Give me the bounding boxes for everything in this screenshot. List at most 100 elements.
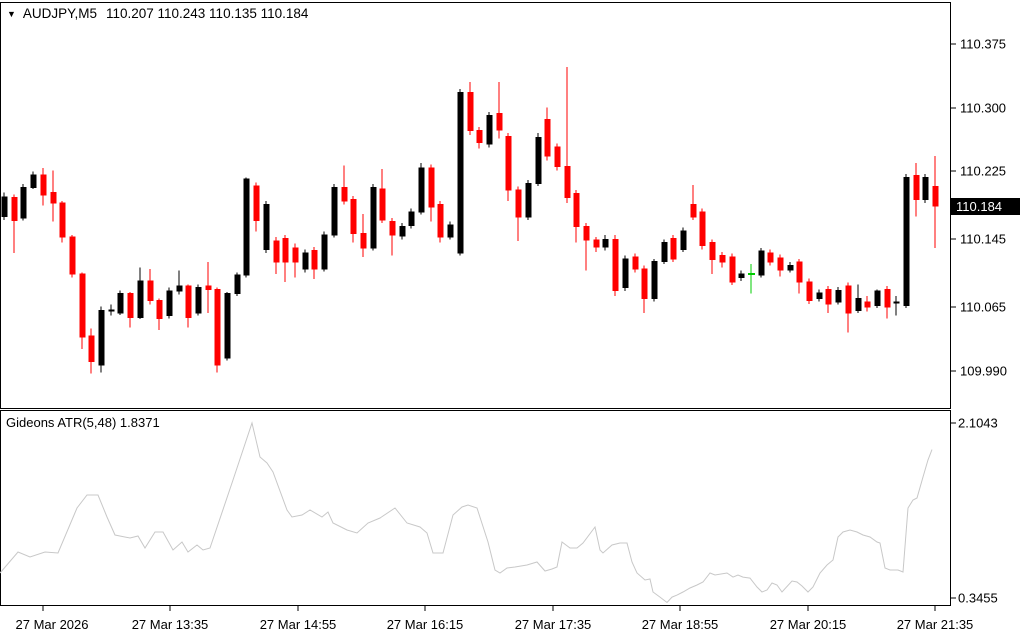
- bear-candle: [825, 286, 832, 314]
- bear-candle: [796, 258, 803, 294]
- doji-candle: [748, 263, 755, 294]
- bear-candle: [564, 66, 571, 203]
- bear-candle: [253, 182, 260, 232]
- bear-candle: [389, 218, 396, 256]
- bear-candle: [311, 246, 318, 280]
- bull-candle: [137, 267, 144, 320]
- bull-candle: [893, 296, 900, 316]
- bull-candle: [243, 177, 250, 278]
- bull-candle: [738, 270, 745, 281]
- bear-candle: [185, 284, 192, 328]
- bear-candle: [612, 235, 619, 297]
- bull-candle: [224, 291, 231, 361]
- bull-candle: [195, 284, 202, 316]
- indicator-axis-label: 2.1043: [958, 416, 998, 431]
- bull-candle: [602, 235, 609, 251]
- bear-candle: [379, 168, 386, 224]
- bear-candle: [476, 127, 483, 149]
- atr-line: [0, 421, 933, 604]
- bear-candle: [515, 186, 522, 242]
- bear-candle: [40, 167, 47, 206]
- bear-candle: [845, 282, 852, 333]
- bear-candle: [932, 156, 939, 248]
- price-axis-label: 110.300: [960, 101, 1006, 116]
- indicator-panel-frame: [0, 410, 951, 606]
- bull-candle: [408, 208, 415, 229]
- bear-candle: [496, 82, 503, 139]
- bear-candle: [544, 107, 551, 161]
- candlestick-series: [1, 66, 939, 374]
- bull-candle: [758, 247, 765, 278]
- bull-candle: [98, 306, 105, 373]
- bear-candle: [437, 201, 444, 243]
- bear-candle: [156, 298, 163, 331]
- price-axis[interactable]: 110.375 110.300 110.225 110.145 110.065 109.9…: [951, 37, 1007, 379]
- bear-candle: [214, 287, 221, 373]
- bear-candle: [360, 213, 367, 258]
- bear-candle: [632, 253, 639, 273]
- bull-candle: [176, 270, 183, 295]
- chart-title: ▼ AUDJPY,M5 110.207 110.243 110.135 110.18…: [7, 6, 308, 21]
- bear-candle: [573, 190, 580, 243]
- bull-candle: [20, 184, 27, 221]
- bear-candle: [719, 252, 726, 268]
- bear-candle: [806, 278, 813, 304]
- time-axis-label: 27 Mar 17:35: [515, 617, 592, 632]
- bull-candle: [622, 255, 629, 292]
- time-axis-label: 27 Mar 14:55: [260, 617, 337, 632]
- bear-candle: [777, 254, 784, 277]
- indicator-axis-label: 0.3455: [958, 591, 998, 606]
- bear-candle: [79, 272, 86, 349]
- bull-candle: [816, 289, 823, 302]
- atr-indicator-line: [0, 421, 933, 604]
- price-axis-label: 109.990: [960, 364, 1007, 379]
- bear-candle: [147, 269, 154, 305]
- price-axis-label: 110.375: [960, 37, 1006, 52]
- bear-candle: [884, 286, 891, 319]
- bear-candle: [350, 196, 357, 243]
- bull-candle: [30, 171, 37, 190]
- chart-title-ohlc: 110.207 110.243 110.135 110.184: [105, 6, 309, 21]
- bear-candle: [69, 235, 76, 278]
- bull-candle: [166, 287, 173, 319]
- indicator-label: Gideons ATR(5,48) 1.8371: [6, 415, 160, 430]
- bull-candle: [835, 286, 842, 305]
- current-price-tag: 110.184: [950, 198, 1020, 215]
- bull-candle: [661, 239, 668, 264]
- collapse-triangle-icon[interactable]: ▼: [7, 9, 16, 19]
- bull-candle: [486, 111, 493, 148]
- price-axis-label: 110.225: [960, 164, 1006, 179]
- price-panel-frame: [0, 2, 951, 409]
- time-axis-label: 27 Mar 18:55: [642, 617, 719, 632]
- time-axis-label: 27 Mar 21:35: [897, 617, 974, 632]
- bear-candle: [864, 296, 871, 312]
- bear-candle: [11, 194, 18, 253]
- bear-candle: [205, 262, 212, 314]
- bull-candle: [234, 272, 241, 297]
- price-axis-label: 110.065: [960, 300, 1006, 315]
- bull-candle: [117, 290, 124, 315]
- bull-candle: [108, 304, 115, 316]
- bull-candle: [331, 184, 338, 238]
- bull-candle: [535, 133, 542, 186]
- bull-candle: [651, 258, 658, 302]
- time-axis[interactable]: 27 Mar 2026 27 Mar 13:35 27 Mar 14:55 27 Ma…: [16, 605, 974, 632]
- bear-candle: [709, 239, 716, 275]
- bull-candle: [302, 249, 309, 273]
- bull-candle: [922, 173, 929, 203]
- bear-candle: [273, 236, 280, 275]
- bull-candle: [399, 223, 406, 240]
- bear-candle: [88, 328, 95, 374]
- bear-candle: [428, 164, 435, 222]
- bear-candle: [767, 249, 774, 266]
- bear-candle: [699, 208, 706, 250]
- bull-candle: [1, 192, 8, 220]
- bear-candle: [292, 243, 299, 278]
- bear-candle: [554, 143, 561, 171]
- bull-candle: [370, 184, 377, 251]
- bear-candle: [59, 201, 66, 243]
- bull-candle: [418, 162, 425, 215]
- bear-candle: [670, 235, 677, 263]
- indicator-axis: 2.1043 0.3455: [951, 416, 998, 606]
